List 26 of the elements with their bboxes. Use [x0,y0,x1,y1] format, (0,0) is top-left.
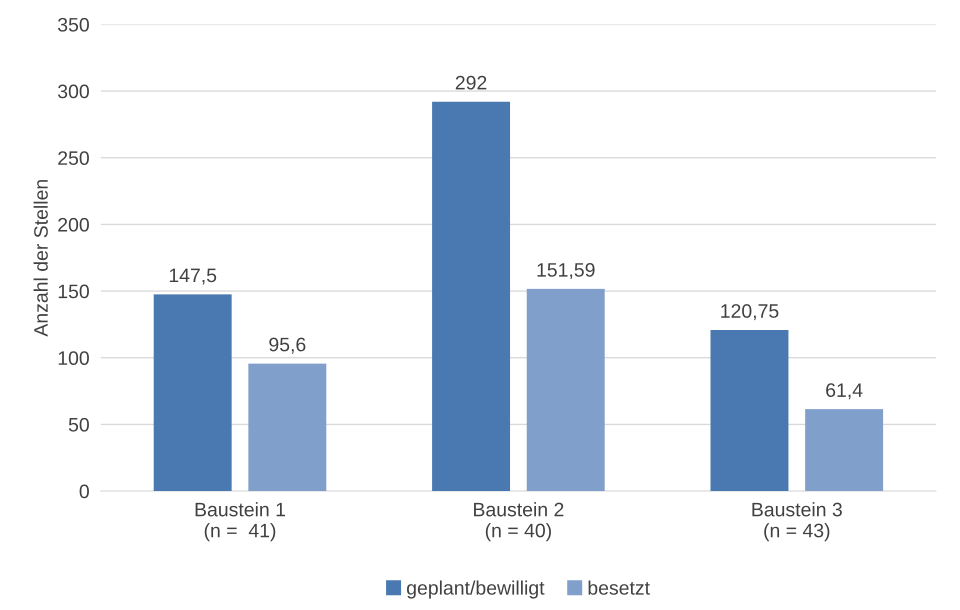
data-label: 147,5 [170,268,216,285]
data-label: 120,75 [721,304,778,320]
bar [805,409,884,492]
y-axis-title: Anzahl der Stellen [34,180,48,337]
legend-label: besetzt [588,580,650,595]
y-tick-label: 350 [58,18,89,32]
legend-label: geplant/bewilligt [407,580,544,599]
y-tick-label: 150 [58,284,89,298]
x-tick-label: Baustein 2 (n = 40) [474,502,564,542]
y-tick-label: 300 [58,84,89,98]
y-tick-label: 200 [58,218,89,232]
x-tick-label: Baustein 3 (n = 43) [752,502,842,542]
bar [248,364,326,492]
data-label: 61,4 [826,383,862,400]
bar [432,102,510,492]
bar [526,288,605,492]
x-tick-label: Baustein 1 (n = 41) [196,502,285,542]
bar [154,294,232,492]
y-tick-label: 250 [58,151,89,165]
bar [710,330,788,492]
data-label: 292 [456,76,486,90]
y-tick-label: 50 [68,418,89,432]
data-label: 95,6 [269,338,306,354]
y-tick-label: 100 [58,351,89,365]
data-label: 151,59 [537,262,595,280]
y-tick-label: 0 [80,484,89,498]
